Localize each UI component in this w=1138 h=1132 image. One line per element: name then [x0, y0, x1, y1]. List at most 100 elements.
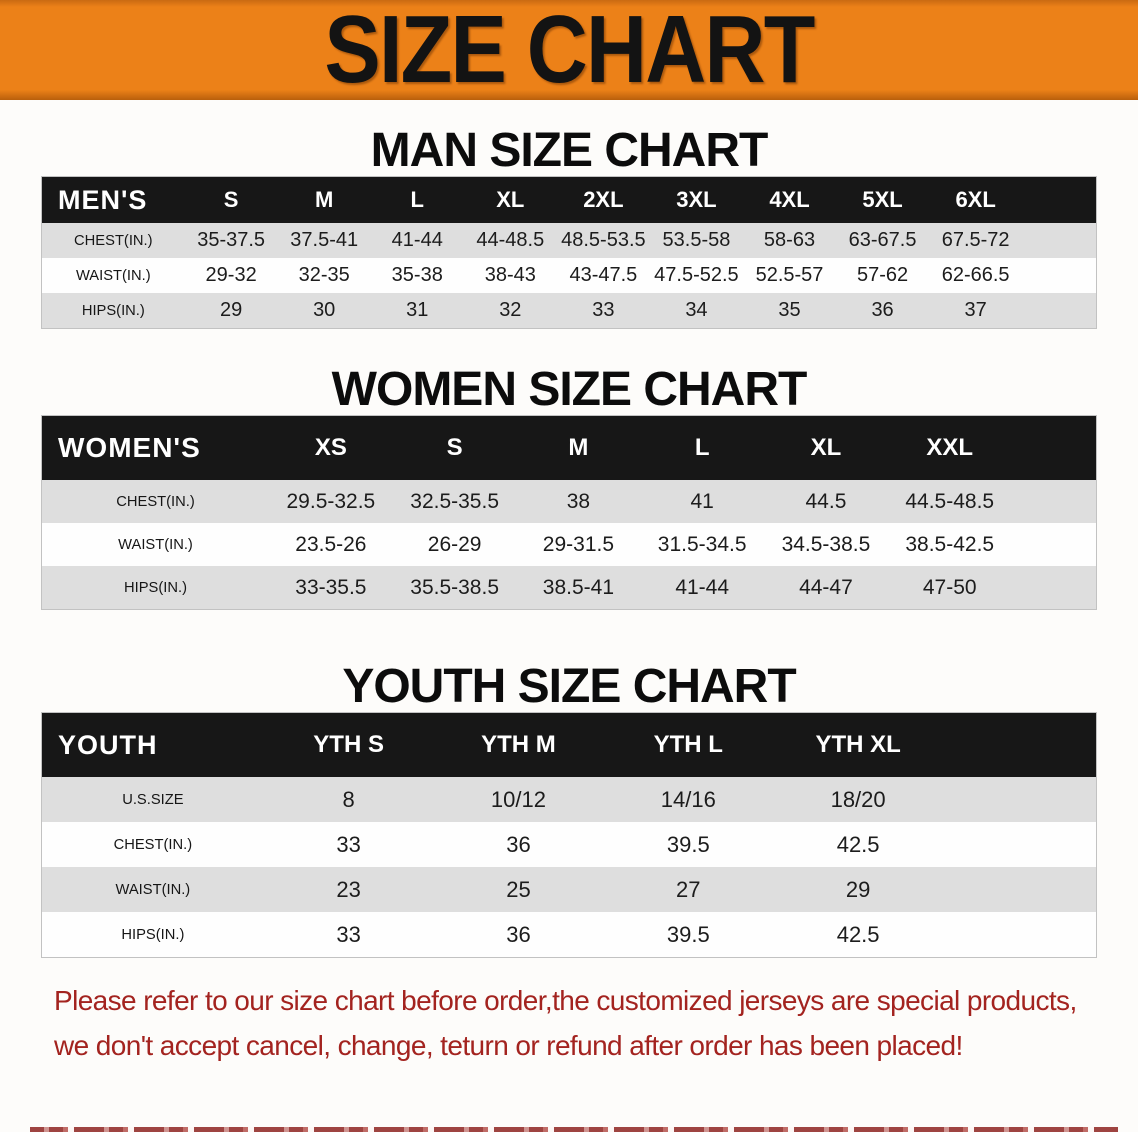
men-size-table: MEN'S S M L XL 2XL 3XL 4XL 5XL 6XL CHEST(IN.) 35-37…: [41, 176, 1097, 329]
measurement-value: 38-43: [484, 264, 536, 286]
measurement-value: 33: [336, 921, 361, 947]
size-column-header: M: [315, 187, 334, 212]
measurement-value: 44.5-48.5: [905, 489, 995, 513]
measurement-value: 36: [871, 299, 894, 321]
measurement-value: 36: [506, 921, 531, 947]
measurement-value: 29-32: [205, 264, 257, 286]
measurement-value: 29: [845, 876, 871, 902]
measurement-label: CHEST(IN.): [113, 836, 193, 853]
size-column-header: YTH S: [313, 731, 384, 758]
measurement-value: 67.5-72: [941, 229, 1010, 251]
table-corner-label: WOMEN'S: [58, 432, 201, 463]
measurement-value: 8: [342, 786, 355, 812]
order-disclaimer: Please refer to our size chart before or…: [54, 978, 1138, 1068]
measurement-value: 35.5-38.5: [410, 575, 500, 599]
measurement-value: 29: [220, 299, 243, 321]
size-column-header: 2XL: [583, 187, 624, 212]
table-corner-label: YOUTH: [58, 729, 158, 760]
disclaimer-line-1: Please refer to our size chart before or…: [54, 985, 1077, 1016]
size-column-header: XXL: [926, 434, 974, 461]
measurement-value: 35-38: [391, 264, 443, 286]
measurement-value: 25: [506, 876, 531, 902]
measurement-value: 44.5: [805, 489, 847, 513]
size-column-header: XL: [810, 434, 842, 461]
youth-section-title: YOUTH SIZE CHART: [342, 660, 796, 713]
measurement-value: 10/12: [490, 786, 546, 812]
measurement-value: 32: [499, 299, 522, 321]
measurement-value: 44-48.5: [476, 229, 545, 251]
measurement-label: CHEST(IN.): [74, 232, 153, 249]
row-filler-cell: [1022, 223, 1096, 258]
measurement-row: U.S.SIZE 8 10/12 14/16 18/20: [41, 777, 1097, 822]
measurement-value: 31.5-34.5: [657, 532, 747, 556]
measurement-value: 53.5-58: [662, 229, 731, 251]
size-column-header: 3XL: [676, 187, 717, 212]
row-filler-cell: [1012, 480, 1097, 523]
header-filler-cell: [943, 713, 1096, 778]
measurement-label: WAIST(IN.): [118, 536, 193, 553]
women-section-title: WOMEN SIZE CHART: [331, 363, 808, 416]
measurement-value: 32-35: [298, 264, 350, 286]
measurement-row: CHEST(IN.) 35-37.5 37.5-41 41-44 44-48.5 48.5…: [41, 223, 1097, 258]
size-column-header: 6XL: [955, 187, 996, 212]
banner-title: SIZE CHART: [324, 0, 815, 103]
measurement-label: U.S.SIZE: [122, 791, 184, 808]
measurement-value: 29-31.5: [542, 532, 615, 556]
size-column-header: 4XL: [769, 187, 810, 212]
measurement-row: WAIST(IN.) 29-32 32-35 35-38 38-43 43-47.5 47.…: [41, 258, 1097, 293]
measurement-label: WAIST(IN.): [115, 881, 191, 898]
measurement-label: HIPS(IN.): [124, 579, 187, 596]
measurement-label: CHEST(IN.): [116, 493, 195, 510]
size-column-header: XL: [496, 187, 525, 212]
measurement-value: 23.5-26: [295, 532, 367, 556]
measurement-value: 58-63: [763, 229, 816, 251]
row-filler-cell: [943, 777, 1096, 822]
measurement-value: 57-62: [856, 264, 909, 286]
measurement-value: 36: [506, 831, 531, 857]
measurement-value: 43-47.5: [569, 264, 638, 286]
youth-size-section: YOUTH SIZE CHART YOUTH YTH S YTH M YTH L YTH…: [0, 662, 1138, 958]
men-size-section: MAN SIZE CHART MEN'S S M L XL 2XL 3XL 4XL 5XL 6XL…: [0, 126, 1138, 329]
measurement-value: 34: [685, 299, 708, 321]
measurement-row: CHEST(IN.) 29.5-32.5 32.5-35.5 38 41 44.5 44.5…: [41, 480, 1097, 523]
measurement-value: 18/20: [830, 786, 886, 812]
measurement-row: CHEST(IN.) 33 36 39.5 42.5: [41, 822, 1097, 867]
measurement-value: 39.5: [666, 921, 710, 947]
size-column-header: M: [568, 434, 589, 461]
measurement-label: HIPS(IN.): [121, 926, 185, 943]
size-column-header: 5XL: [862, 187, 903, 212]
row-filler-cell: [943, 822, 1096, 867]
measurement-value: 41-44: [391, 229, 443, 251]
row-filler-cell: [943, 912, 1096, 958]
measurement-row: WAIST(IN.) 23.5-26 26-29 29-31.5 31.5-34.5 34…: [41, 523, 1097, 566]
measurement-value: 41-44: [675, 575, 730, 599]
measurement-value: 38.5-41: [542, 575, 615, 599]
measurement-value: 44-47: [799, 575, 853, 599]
measurement-value: 38: [566, 489, 591, 513]
size-column-header: S: [446, 434, 463, 461]
measurement-value: 32.5-35.5: [410, 489, 500, 513]
measurement-value: 27: [676, 876, 701, 902]
measurement-value: 62-66.5: [941, 264, 1010, 286]
measurement-value: 35: [778, 299, 801, 321]
measurement-value: 42.5: [836, 921, 880, 947]
measurement-value: 33: [592, 299, 615, 321]
table-corner-label: MEN'S: [58, 184, 148, 215]
measurement-value: 42.5: [836, 831, 880, 857]
measurement-value: 33-35.5: [295, 575, 367, 599]
measurement-row: HIPS(IN.) 33 36 39.5 42.5: [41, 912, 1097, 958]
size-column-header: YTH M: [481, 731, 556, 758]
measurement-value: 52.5-57: [755, 264, 824, 286]
measurement-value: 41: [690, 489, 714, 513]
measurement-value: 34.5-38.5: [781, 532, 871, 556]
women-size-section: WOMEN SIZE CHART WOMEN'S XS S M L XL XXL CHEST(…: [0, 365, 1138, 610]
size-column-header: XS: [314, 434, 347, 461]
size-column-header: YTH L: [653, 731, 723, 758]
measurement-value: 38.5-42.5: [905, 532, 995, 556]
women-size-table: WOMEN'S XS S M L XL XXL CHEST(IN.) 29.5-32.5 32.5…: [41, 415, 1097, 610]
header-filler-cell: [1012, 416, 1097, 481]
measurement-label: HIPS(IN.): [81, 302, 145, 319]
header-filler-cell: [1022, 177, 1096, 224]
row-filler-cell: [943, 867, 1096, 912]
measurement-value: 31: [406, 299, 429, 321]
